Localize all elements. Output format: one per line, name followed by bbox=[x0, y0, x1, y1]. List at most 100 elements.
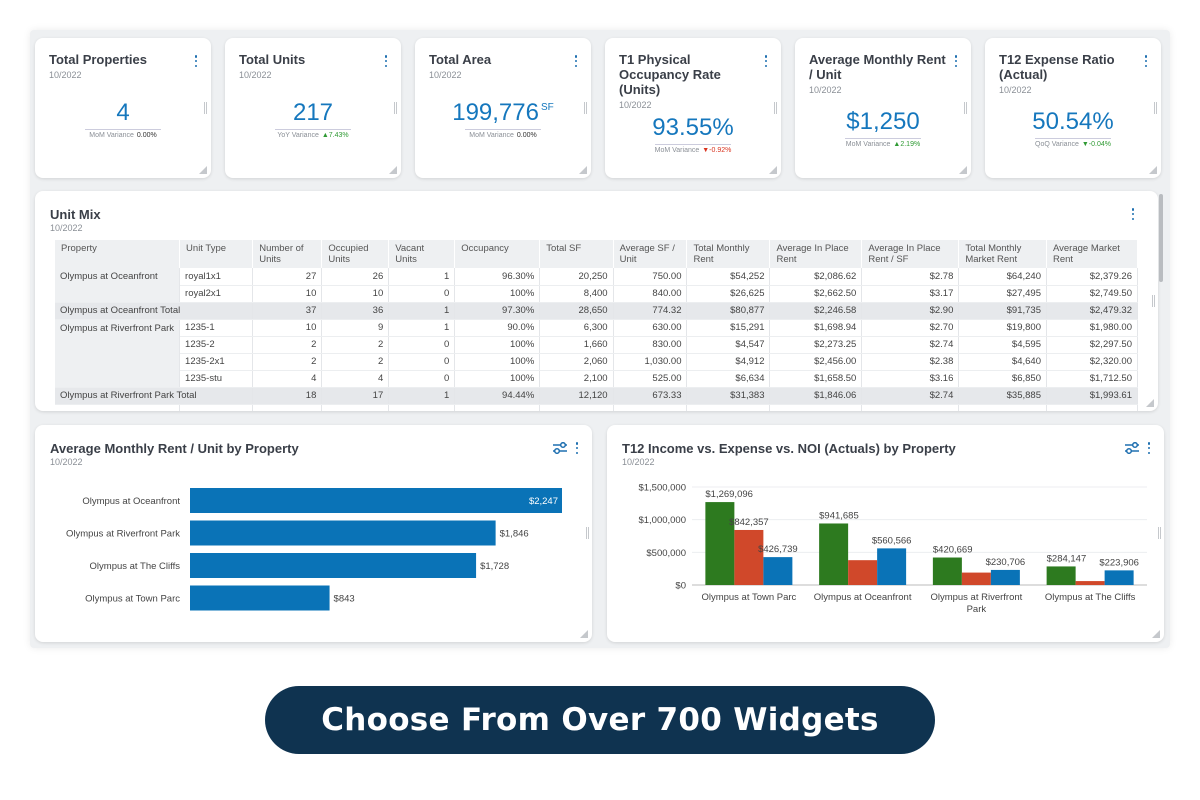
table-cell: 0 bbox=[388, 370, 456, 388]
kpi-menu-icon[interactable] bbox=[1143, 55, 1149, 67]
resize-handle[interactable] bbox=[1152, 295, 1155, 307]
kpi-menu-icon[interactable] bbox=[383, 55, 389, 67]
filter-icon[interactable] bbox=[552, 442, 568, 454]
resize-corner[interactable] bbox=[579, 166, 587, 174]
table-cell: 97.30% bbox=[454, 302, 541, 320]
table-cell: 1235-2x1 bbox=[179, 353, 254, 371]
table-cell: 6,300 bbox=[539, 319, 614, 337]
resize-corner[interactable] bbox=[389, 166, 397, 174]
kpi-card: T12 Expense Ratio (Actual) 10/2022 50.54% Q… bbox=[985, 38, 1161, 178]
column-bar[interactable] bbox=[705, 502, 735, 585]
column-header[interactable]: Total Monthly Market Rent bbox=[958, 240, 1047, 268]
column-bar[interactable] bbox=[961, 572, 991, 585]
scrollbar-thumb[interactable] bbox=[1159, 194, 1163, 282]
bar[interactable] bbox=[190, 488, 562, 513]
resize-corner[interactable] bbox=[580, 630, 588, 638]
table-cell: 100% bbox=[454, 370, 541, 388]
column-header[interactable]: Average SF / Unit bbox=[613, 240, 688, 268]
table-row: Olympus at Riverfront Park 1235-1 10 9 1 90.0… bbox=[55, 319, 1139, 388]
kpi-variance: QoQ Variance ▼-0.04% bbox=[1035, 141, 1111, 148]
column-header[interactable]: Average Market Rent bbox=[1046, 240, 1139, 268]
kpi-menu-icon[interactable] bbox=[573, 55, 579, 67]
bar-chart-date: 10/2022 bbox=[50, 457, 83, 467]
column-bar[interactable] bbox=[1046, 566, 1076, 585]
col-chart-menu-icon[interactable] bbox=[1146, 442, 1152, 454]
kpi-title: Average Monthly Rent / Unit 10/2022 bbox=[809, 52, 949, 98]
column-bar[interactable] bbox=[734, 529, 764, 585]
table-cell: $1,993.61 bbox=[1046, 387, 1139, 405]
x-category-label: Olympus at Town Parc bbox=[701, 592, 796, 603]
resize-corner[interactable] bbox=[1149, 166, 1157, 174]
kpi-title: Total Units 10/2022 bbox=[239, 52, 379, 83]
column-header[interactable]: Vacant Units bbox=[388, 240, 456, 268]
resize-corner[interactable] bbox=[959, 166, 967, 174]
resize-handle[interactable] bbox=[584, 102, 587, 114]
column-header[interactable]: Occupied Units bbox=[321, 240, 390, 268]
table-cell: $2.74 bbox=[861, 336, 960, 354]
kpi-menu-icon[interactable] bbox=[953, 55, 959, 67]
resize-corner[interactable] bbox=[199, 166, 207, 174]
filter-icon[interactable] bbox=[1124, 442, 1140, 454]
column-header[interactable]: Occupancy bbox=[454, 240, 541, 268]
column-header[interactable]: Average In Place Rent / SF bbox=[861, 240, 960, 268]
table-cell: 12,120 bbox=[539, 387, 614, 405]
table-cell: 90.0% bbox=[454, 319, 541, 337]
table-cell: $1,698.94 bbox=[769, 319, 863, 337]
table-cell: 4 bbox=[252, 370, 323, 388]
kpi-value: 50.54% bbox=[1032, 108, 1114, 135]
y-tick-label: $0 bbox=[675, 581, 686, 592]
column-bar[interactable] bbox=[1104, 570, 1134, 585]
table-cell: $2,662.50 bbox=[769, 285, 863, 303]
table-cell: $1,846.06 bbox=[769, 387, 863, 405]
cta-banner[interactable]: Choose From Over 700 Widgets bbox=[265, 686, 935, 754]
x-category-label: Olympus at Riverfront Park bbox=[930, 592, 1022, 615]
kpi-menu-icon[interactable] bbox=[763, 55, 769, 67]
resize-handle[interactable] bbox=[1158, 527, 1161, 539]
bar[interactable] bbox=[190, 585, 330, 611]
resize-handle[interactable] bbox=[394, 102, 397, 114]
resize-corner[interactable] bbox=[769, 166, 777, 174]
column-bar[interactable] bbox=[990, 569, 1020, 585]
kpi-variance: MoM Variance 0.00% bbox=[469, 132, 537, 139]
column-bar[interactable] bbox=[819, 523, 849, 585]
variance-value: 0.00% bbox=[516, 132, 537, 139]
resize-handle[interactable] bbox=[1154, 102, 1157, 114]
resize-handle[interactable] bbox=[586, 527, 589, 539]
column-bar[interactable] bbox=[848, 560, 878, 585]
column-bar[interactable] bbox=[763, 557, 793, 585]
variance-value: 0.00% bbox=[136, 132, 157, 139]
column-header[interactable]: Average In Place Rent bbox=[769, 240, 863, 268]
column-bar[interactable] bbox=[877, 548, 907, 585]
column-value-label: $1,269,096 bbox=[705, 489, 753, 500]
divider bbox=[275, 129, 351, 130]
column-header[interactable]: Total SF bbox=[539, 240, 614, 268]
bar[interactable] bbox=[190, 553, 477, 578]
table-cell: $80,877 bbox=[686, 302, 771, 320]
table-cell: $2,320.00 bbox=[1046, 353, 1139, 371]
table-row: Olympus at Oceanfront royal1x1 27 26 1 96.30%… bbox=[55, 268, 1139, 303]
column-header[interactable]: Unit Type bbox=[179, 240, 254, 268]
bar[interactable] bbox=[190, 520, 496, 546]
column-bar[interactable] bbox=[1075, 581, 1105, 585]
unit-mix-title: Unit Mix bbox=[50, 207, 101, 222]
resize-handle[interactable] bbox=[964, 102, 967, 114]
column-header[interactable]: Number of Units bbox=[252, 240, 323, 268]
kpi-value: 199,776 SF bbox=[452, 99, 554, 126]
kpi-date: 10/2022 bbox=[999, 85, 1032, 95]
column-header[interactable]: Total Monthly Rent bbox=[686, 240, 771, 268]
resize-handle[interactable] bbox=[774, 102, 777, 114]
variance-value: ▼-0.92% bbox=[702, 147, 732, 154]
kpi-variance: YoY Variance ▲7.43% bbox=[277, 132, 349, 139]
column-header[interactable]: Property bbox=[55, 240, 181, 268]
resize-corner[interactable] bbox=[1146, 399, 1154, 407]
table-cell: 8,400 bbox=[539, 285, 614, 303]
resize-handle[interactable] bbox=[204, 102, 207, 114]
column-bar[interactable] bbox=[932, 557, 962, 585]
table-cell: $2.90 bbox=[861, 302, 960, 320]
unit-mix-menu-icon[interactable] bbox=[1130, 208, 1136, 220]
kpi-menu-icon[interactable] bbox=[193, 55, 199, 67]
table-cell: 1235-2 bbox=[179, 336, 254, 354]
table-cell: 20,250 bbox=[539, 268, 614, 286]
resize-corner[interactable] bbox=[1152, 630, 1160, 638]
bar-chart-menu-icon[interactable] bbox=[574, 442, 580, 454]
